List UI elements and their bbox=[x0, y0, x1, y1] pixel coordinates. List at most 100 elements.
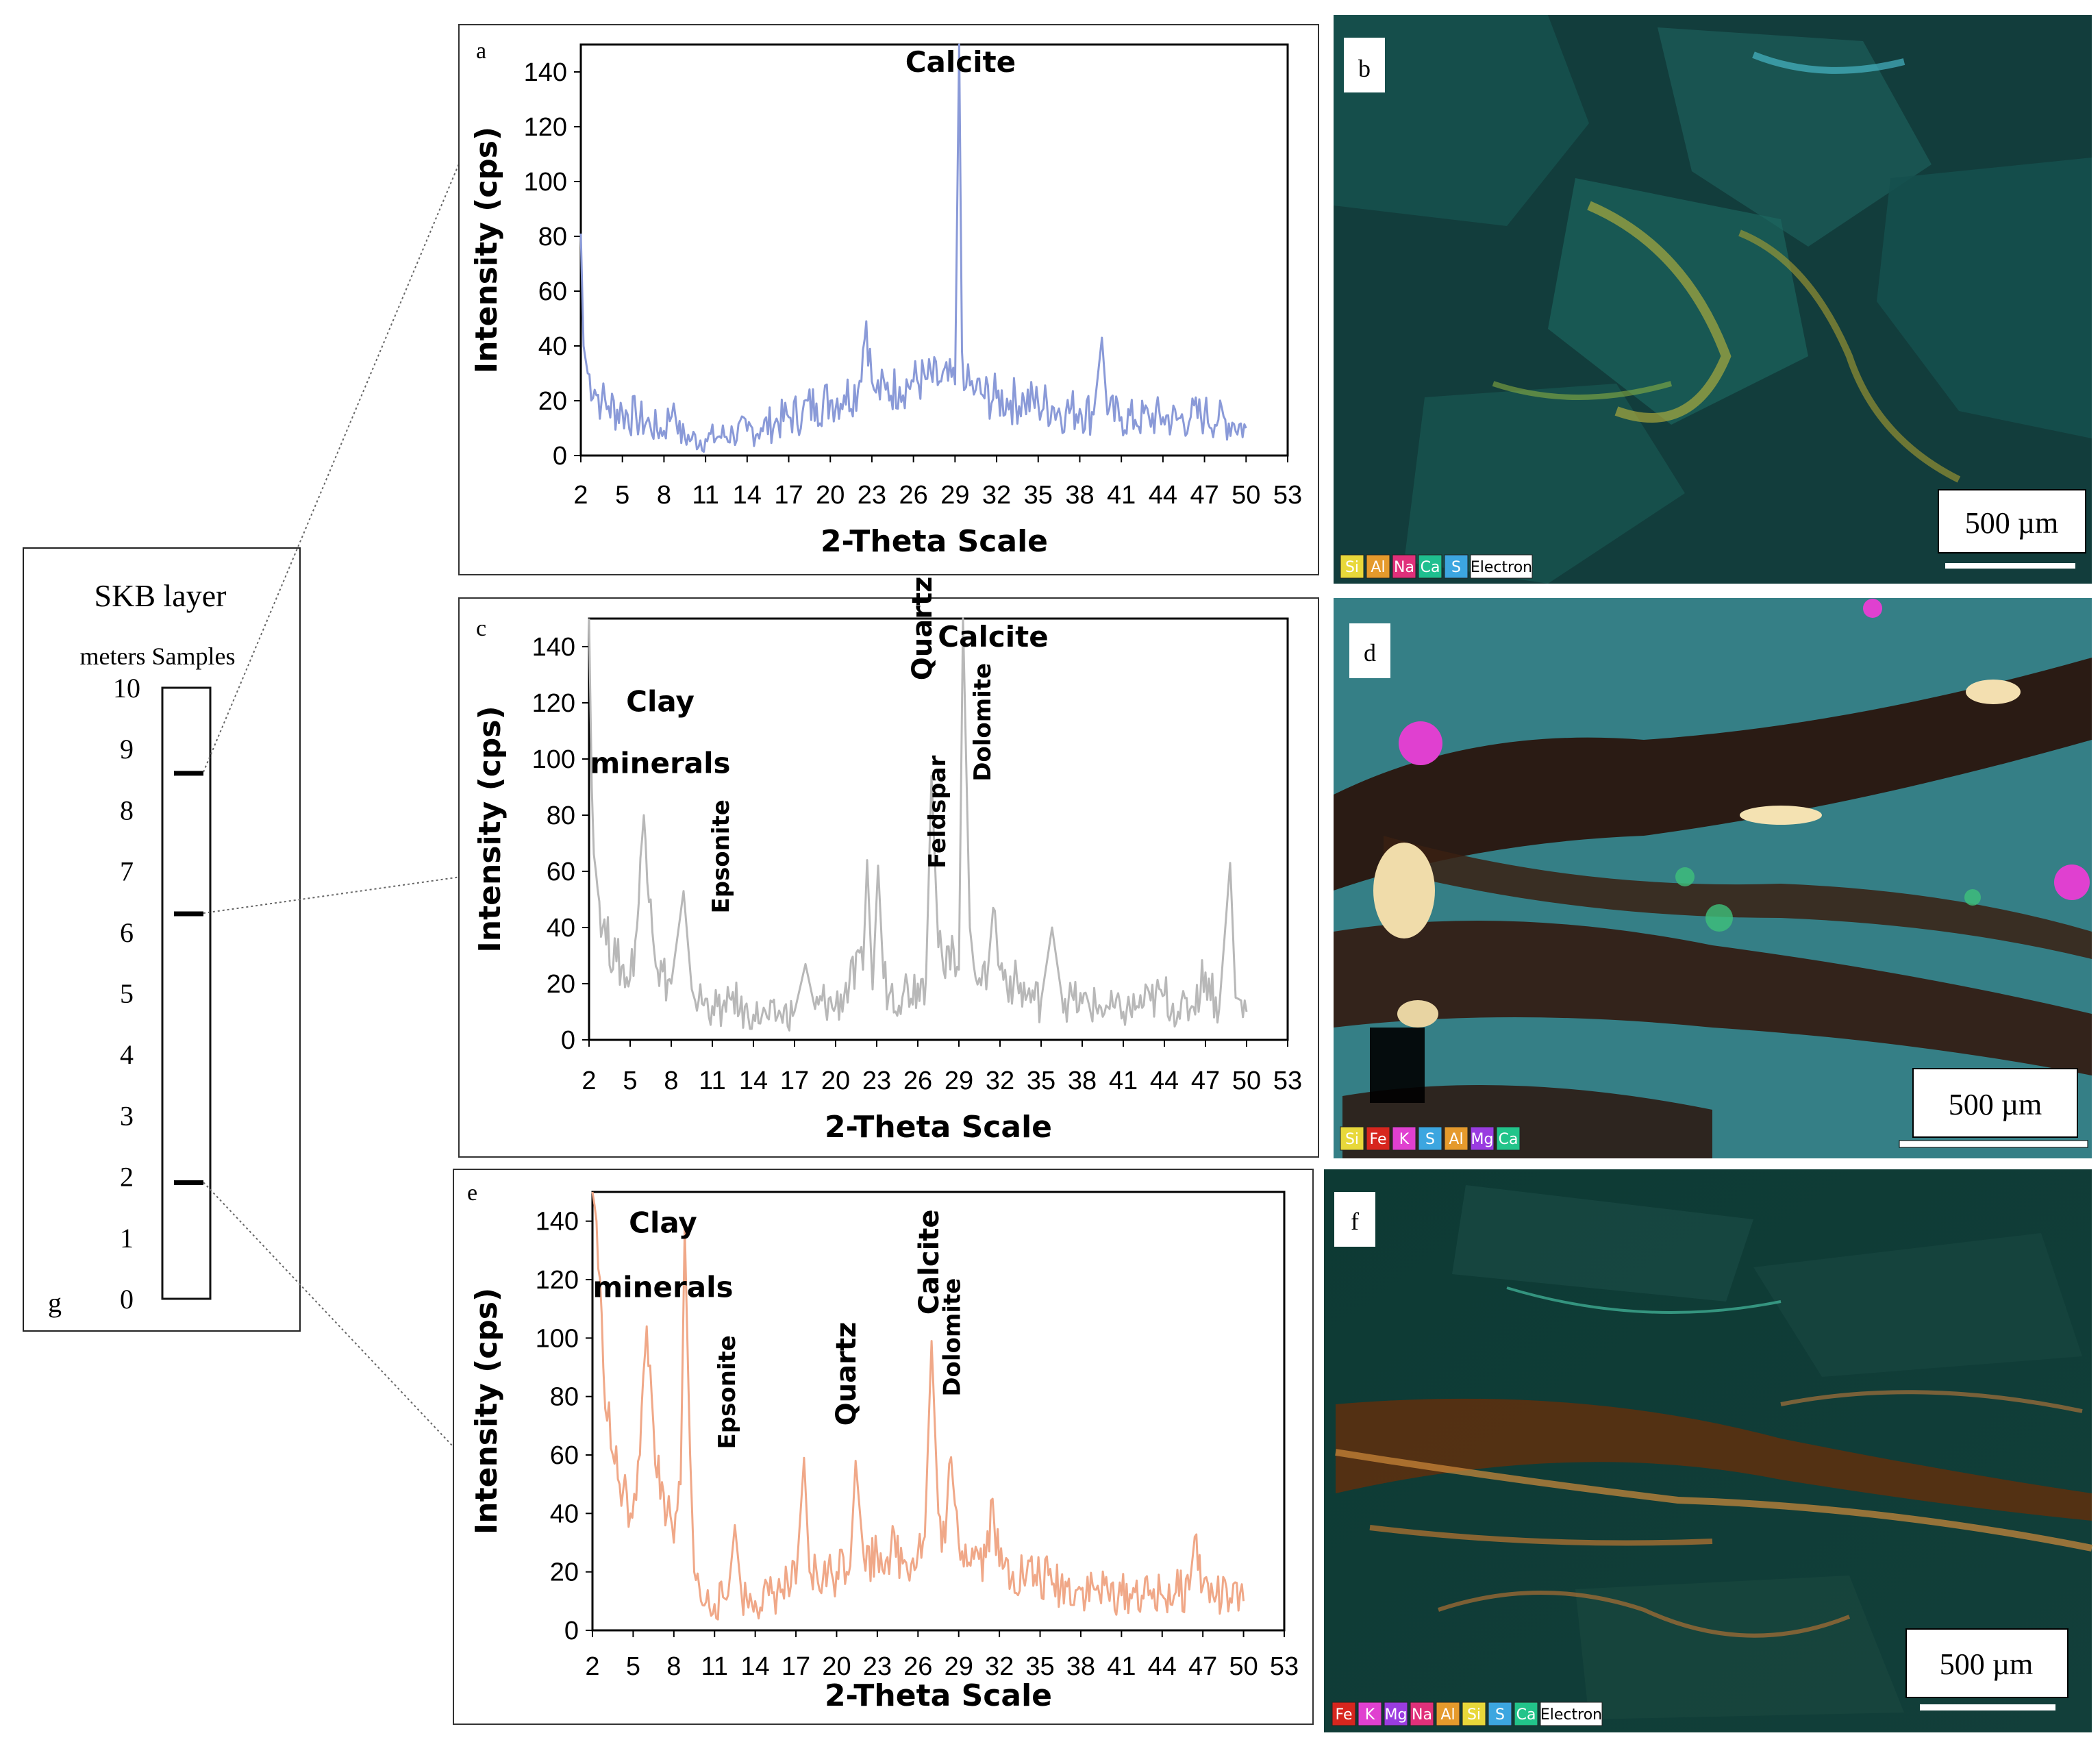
x-tick-label-c-35: 35 bbox=[1027, 1067, 1055, 1095]
x-tick-label-a-17: 17 bbox=[774, 481, 803, 510]
x-tick-label-c-38: 38 bbox=[1068, 1067, 1097, 1095]
peak-label-e-dolomite: Dolomite bbox=[939, 1278, 966, 1397]
panel-letter-d: d bbox=[1364, 639, 1376, 667]
sample-connectors bbox=[203, 158, 462, 1446]
x-tick-label-e-53: 53 bbox=[1270, 1652, 1299, 1681]
legend-chip-electron bbox=[1470, 554, 1533, 579]
sample-markers bbox=[174, 771, 203, 1186]
legend-label-na: Na bbox=[1394, 559, 1414, 576]
x-tick-label-c-14: 14 bbox=[739, 1067, 768, 1095]
panel-letter-b-box bbox=[1344, 38, 1385, 92]
depth-label-3: 3 bbox=[120, 1100, 134, 1131]
x-tick-label-a-35: 35 bbox=[1024, 481, 1053, 510]
y-tick-label-e-40: 40 bbox=[550, 1500, 579, 1528]
micrograph-b: 500 µm b Si Al Na Ca S Electron bbox=[1334, 15, 2092, 584]
element-legend-b: Si Al Na Ca S Electron bbox=[1340, 554, 1533, 579]
y-axis-label-e: Intensity (cps) bbox=[469, 1288, 504, 1534]
element-legend-d: Si Fe K S Al Mg Ca bbox=[1340, 1126, 1521, 1151]
column-header: meters Samples bbox=[80, 643, 236, 670]
x-tick-label-a-38: 38 bbox=[1065, 481, 1094, 510]
plot-area-e bbox=[591, 1191, 1286, 1632]
peak-label-c-clay: Clay bbox=[626, 684, 695, 718]
y-tick-label-e-0: 0 bbox=[564, 1617, 579, 1645]
panel-letter-f-box bbox=[1334, 1192, 1375, 1247]
depth-label-5: 5 bbox=[120, 978, 134, 1009]
peak-label-e-calcite: Calcite bbox=[914, 1209, 945, 1315]
scale-label-b: 500 µm bbox=[1965, 506, 2059, 540]
x-tick-label-c-50: 50 bbox=[1232, 1067, 1261, 1095]
frame-c bbox=[458, 597, 1319, 1158]
x-tick-label-a-14: 14 bbox=[733, 481, 762, 510]
peak-label-e-clay: Clay bbox=[629, 1206, 697, 1240]
frame-a bbox=[458, 24, 1319, 575]
x-tick-label-c-17: 17 bbox=[780, 1067, 809, 1095]
peak-label-c-quartz: Quartz bbox=[907, 577, 938, 681]
panel-letter-a: a bbox=[476, 38, 486, 64]
panel-letter-c: c bbox=[476, 616, 486, 641]
x-tick-label-a-23: 23 bbox=[858, 481, 886, 510]
x-tick-label-a-11: 11 bbox=[692, 481, 718, 510]
scale-label-f: 500 µm bbox=[1940, 1647, 2034, 1681]
panel-letter-e: e bbox=[467, 1180, 477, 1206]
x-tick-label-a-44: 44 bbox=[1149, 481, 1177, 510]
y-tick-label-c-120: 120 bbox=[532, 689, 575, 718]
legend-label-fe: Fe bbox=[1336, 1706, 1353, 1724]
x-tick-label-c-11: 11 bbox=[699, 1067, 725, 1095]
legend-chip-s bbox=[1418, 1126, 1442, 1151]
legend-chip-mg bbox=[1470, 1126, 1495, 1151]
legend-label-si: Si bbox=[1345, 559, 1359, 576]
legend-chip-s bbox=[1444, 554, 1468, 579]
y-axis-label-c: Intensity (cps) bbox=[473, 706, 508, 952]
x-tick-label-c-41: 41 bbox=[1109, 1067, 1138, 1095]
x-tick-label-c-23: 23 bbox=[862, 1067, 891, 1095]
y-tick-label-e-20: 20 bbox=[550, 1558, 579, 1587]
series-line-e bbox=[591, 1191, 1245, 1621]
legend-label-k: K bbox=[1365, 1706, 1375, 1724]
legend-chip-ca bbox=[1496, 1126, 1521, 1151]
peak-label-c-minerals: minerals bbox=[590, 747, 731, 780]
legend-chip-fe bbox=[1366, 1126, 1390, 1151]
x-tick-label-e-23: 23 bbox=[863, 1652, 892, 1681]
y-tick-label-a-120: 120 bbox=[524, 113, 567, 142]
legend-label-si: Si bbox=[1345, 1131, 1359, 1148]
y-tick-label-a-60: 60 bbox=[538, 277, 567, 306]
depth-label-1: 1 bbox=[120, 1223, 134, 1254]
legend-chip-si bbox=[1340, 554, 1364, 579]
legend-chip-fe bbox=[1332, 1702, 1356, 1726]
peak-label-c-epsonite: Epsonite bbox=[708, 799, 735, 913]
y-tick-label-c-40: 40 bbox=[547, 914, 575, 943]
y-tick-label-c-80: 80 bbox=[547, 801, 575, 830]
x-tick-label-e-32: 32 bbox=[985, 1652, 1014, 1681]
depth-label-9: 9 bbox=[120, 734, 134, 764]
xrd-chart-c: 0 20 40 60 80 100 120 140 2 5 8 11 14 17 20 23 26 29 32 35 3… bbox=[473, 577, 1302, 1145]
depth-label-10: 10 bbox=[113, 673, 140, 704]
y-tick-label-e-60: 60 bbox=[550, 1441, 579, 1470]
depth-label-2: 2 bbox=[120, 1162, 134, 1193]
panel-letter-f: f bbox=[1351, 1208, 1359, 1235]
connector-c bbox=[203, 876, 462, 914]
scale-bar-b bbox=[1945, 563, 2075, 569]
x-axis-label-e: 2-Theta Scale bbox=[825, 1678, 1052, 1713]
y-tick-label-e-120: 120 bbox=[536, 1266, 579, 1295]
y-tick-label-a-0: 0 bbox=[553, 442, 567, 471]
panel-letter-g: g bbox=[48, 1287, 62, 1318]
x-tick-label-c-20: 20 bbox=[821, 1067, 850, 1095]
peak-label-c-feldspar: Feldspar bbox=[924, 755, 951, 868]
legend-label-k: K bbox=[1399, 1131, 1410, 1148]
legend-label-electron: Electron bbox=[1471, 559, 1532, 576]
scale-bar-f bbox=[1920, 1704, 2055, 1710]
legend-label-na: Na bbox=[1412, 1706, 1432, 1724]
legend-chip-ca bbox=[1418, 554, 1442, 579]
x-tick-label-a-53: 53 bbox=[1273, 481, 1302, 510]
legend-chip-na bbox=[1392, 554, 1416, 579]
legend-chip-ca bbox=[1514, 1702, 1538, 1726]
xrd-chart-a: 0 20 40 60 80 100 120 140 2 5 8 11 14 17 20 23 26 29 32 35 3… bbox=[469, 43, 1302, 559]
scale-label-d: 500 µm bbox=[1949, 1088, 2042, 1121]
x-tick-label-a-26: 26 bbox=[899, 481, 928, 510]
x-tick-label-c-29: 29 bbox=[945, 1067, 973, 1095]
legend-chip-al bbox=[1366, 554, 1390, 579]
x-tick-label-e-50: 50 bbox=[1229, 1652, 1258, 1681]
x-tick-label-a-8: 8 bbox=[657, 481, 671, 510]
